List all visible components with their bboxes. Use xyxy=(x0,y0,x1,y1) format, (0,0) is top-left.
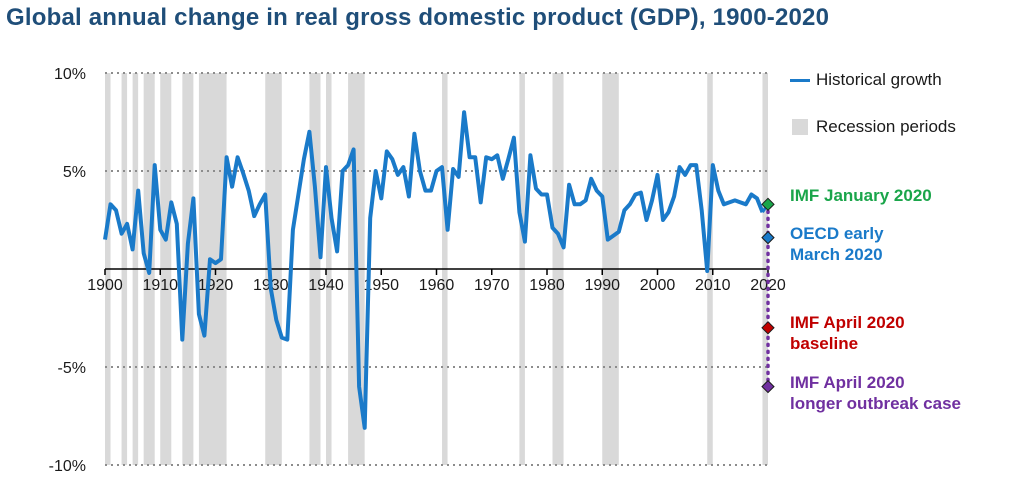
forecast-marker-oecd-march-2020 xyxy=(761,230,775,245)
x-tick-labels: 1900 1910 1920 1930 1940 1950 1960 1970 1980 1990… xyxy=(87,277,786,294)
x-tick-label-1970: 1970 xyxy=(474,277,510,294)
annotation-imf-january-2020-line-1: IMF January 2020 xyxy=(790,186,932,205)
forecast-marker-imf-january-2020 xyxy=(761,197,775,212)
y-tick-label--10: -10% xyxy=(49,458,86,475)
x-tick-label-1940: 1940 xyxy=(308,277,344,294)
x-tick-label-1900: 1900 xyxy=(87,277,123,294)
x-tick-label-1980: 1980 xyxy=(529,277,565,294)
annotation-imf-april-baseline-line-1: IMF April 2020 xyxy=(790,313,905,332)
annotation-oecd-march-2020: OECD early March 2020 xyxy=(790,223,884,265)
legend-swatch-historical-growth xyxy=(790,79,810,82)
x-tick-label-1990: 1990 xyxy=(584,277,620,294)
x-tick-label-1920: 1920 xyxy=(198,277,234,294)
series-historical-growth xyxy=(103,110,765,430)
x-tick-label-1950: 1950 xyxy=(363,277,399,294)
forecast-marker-imf-april-2020-longer-outbreak xyxy=(761,379,775,394)
legend-label-recession-periods: Recession periods xyxy=(816,117,956,136)
x-tick-label-2000: 2000 xyxy=(640,277,676,294)
y-tick-label-10: 10% xyxy=(54,66,86,83)
y-tick-label-5: 5% xyxy=(63,164,86,181)
series-line-historical-growth xyxy=(103,110,765,430)
legend-swatch-recession-periods xyxy=(792,119,808,135)
x-tick-label-2010: 2010 xyxy=(695,277,731,294)
annotation-imf-january-2020: IMF January 2020 xyxy=(790,185,932,206)
annotation-imf-april-longer-line-1: IMF April 2020 xyxy=(790,373,905,392)
annotation-imf-april-2020-longer-outbreak: IMF April 2020 longer outbreak case xyxy=(790,372,961,414)
y-tick-labels: 10% 5% -5% -10% xyxy=(49,66,86,475)
annotation-imf-april-baseline-line-2: baseline xyxy=(790,334,859,353)
annotation-imf-april-longer-line-2: longer outbreak case xyxy=(790,394,962,413)
annotation-imf-april-2020-baseline: IMF April 2020 baseline xyxy=(790,312,905,354)
annotation-oecd-march-2020-line-1: OECD early xyxy=(790,224,884,243)
legend-label-historical-growth: Historical growth xyxy=(816,70,942,89)
legend-item-historical-growth: Historical growth xyxy=(790,70,990,92)
legend-item-recession-periods: Recession periods xyxy=(790,117,1000,139)
x-tick-label-1960: 1960 xyxy=(419,277,455,294)
x-tick-label-1910: 1910 xyxy=(142,277,178,294)
annotation-oecd-march-2020-line-2: March 2020 xyxy=(790,245,883,264)
x-tick-label-2020: 2020 xyxy=(750,277,786,294)
y-tick-label--5: -5% xyxy=(58,360,86,377)
forecast-markers xyxy=(761,197,775,394)
chart-title: Global annual change in real gross domes… xyxy=(6,4,830,31)
forecast-marker-imf-april-2020-baseline xyxy=(761,321,775,335)
